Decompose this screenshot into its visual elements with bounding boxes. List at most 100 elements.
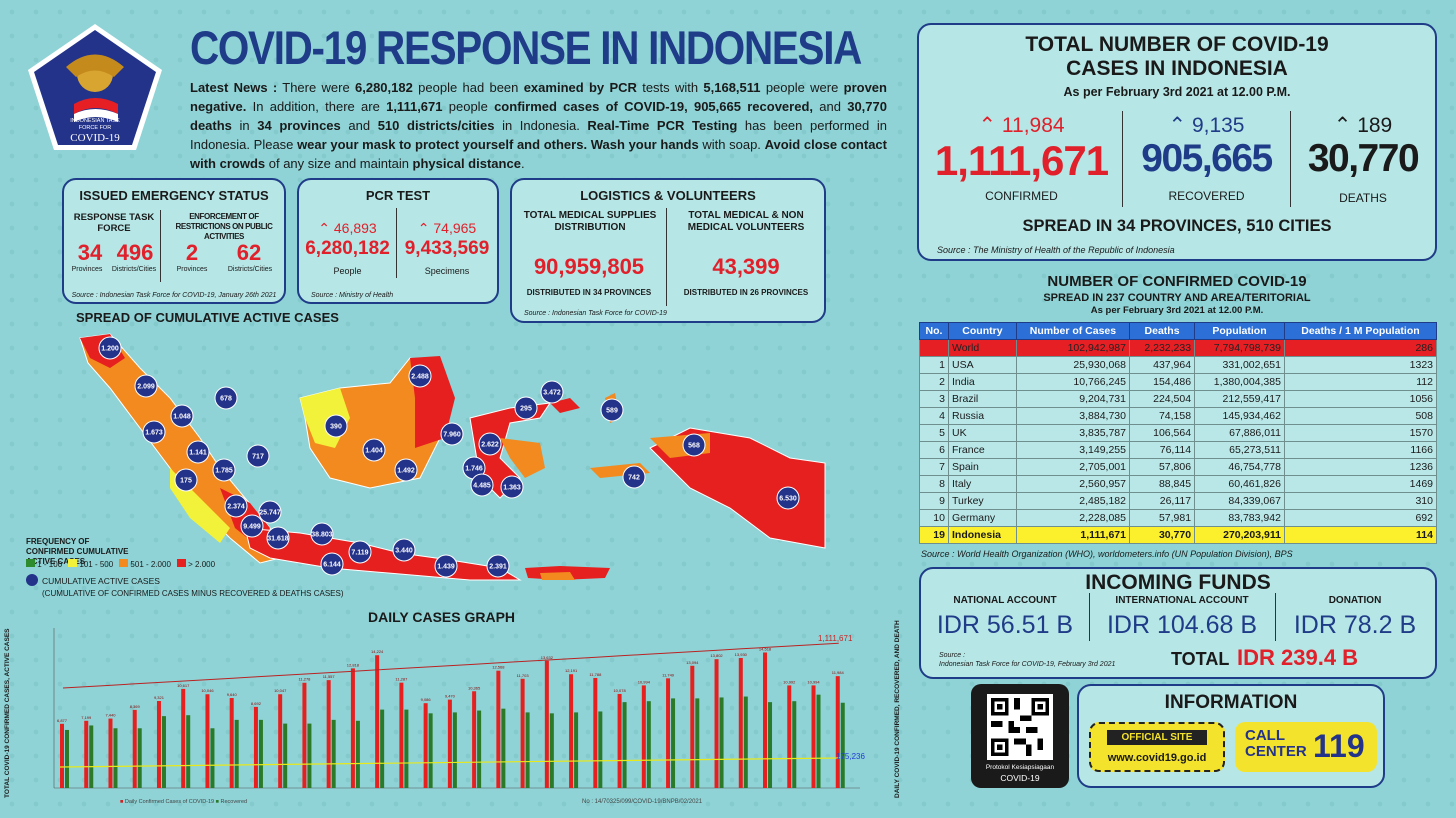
confirmed-increase-icon: ⌃ bbox=[978, 114, 997, 137]
recovered-bar bbox=[622, 702, 627, 788]
map-bubble-label: 9.499 bbox=[243, 524, 261, 531]
southeast-sulawesi-region bbox=[500, 438, 545, 478]
table-cell: 5 bbox=[919, 424, 949, 442]
logo-text: INDONESIAN TASK FORCE FOR COVID-19 bbox=[56, 118, 134, 144]
table-cell: 74,158 bbox=[1128, 407, 1196, 425]
table-cell: 57,806 bbox=[1128, 458, 1196, 476]
call-center-number: 119 bbox=[1313, 728, 1365, 764]
information-panel: INFORMATION OFFICIAL SITE www.covid19.go… bbox=[1077, 684, 1385, 788]
logo-line3: COVID-19 bbox=[70, 132, 120, 144]
confirmed-bar-label: 9,640 bbox=[227, 692, 238, 697]
qr-code-icon bbox=[987, 694, 1053, 760]
funds-source: Source : Indonesian Task Force for COVID… bbox=[939, 651, 1115, 669]
page-title: COVID-19 RESPONSE IN INDONESIA bbox=[190, 21, 862, 74]
indonesia-map: 1.200 2.099 678 1.048 1.673 1.141 717 175 1.785 2… bbox=[79, 333, 826, 581]
confirmed-bar bbox=[399, 682, 404, 788]
confirmed-bar-label: 11,287 bbox=[395, 677, 408, 682]
confirmed-bar bbox=[472, 691, 477, 788]
call-center-button[interactable]: CALL CENTER 119 bbox=[1235, 722, 1377, 772]
task-force-districts-value: 496 bbox=[116, 240, 154, 265]
map-bubble bbox=[622, 465, 646, 489]
confirmed-bar-label: 10,365 bbox=[468, 685, 481, 690]
qr-card[interactable]: Protokol Kesiapsiagaan COVID-19 bbox=[971, 684, 1069, 788]
confirmed-bar-label: 11,984 bbox=[832, 670, 845, 675]
recovered-bar bbox=[428, 713, 433, 788]
total-title: TOTAL NUMBER OF COVID-19 CASES IN INDONE… bbox=[919, 33, 1435, 81]
recovered-bar bbox=[210, 728, 215, 788]
confirmed-bar bbox=[738, 657, 743, 788]
recovered-bar bbox=[574, 712, 579, 788]
table-row: 4 Russia 3,884,730 74,158 145,934,462 508 bbox=[919, 407, 1438, 425]
restrictions-label: ENFORCEMENT OF RESTRICTIONS ON PUBLIC AC… bbox=[175, 212, 273, 241]
funds-source-label: Source : bbox=[939, 652, 966, 659]
confirmed-bar bbox=[496, 670, 501, 788]
spread-summary: SPREAD IN 34 PROVINCES, 510 CITIES bbox=[1022, 217, 1332, 235]
map-bubble bbox=[408, 364, 432, 388]
map-bubble-label: 38.803 bbox=[311, 532, 333, 539]
news-text: people bbox=[442, 99, 495, 114]
confirmed-bar-label: 12,191 bbox=[565, 668, 578, 673]
table-cell: Indonesia bbox=[947, 526, 1017, 544]
official-site-link[interactable]: OFFICIAL SITE www.covid19.go.id bbox=[1089, 722, 1225, 772]
map-bubble bbox=[240, 514, 264, 538]
qr-caption2: COVID-19 bbox=[1000, 773, 1040, 783]
legend-range-label: > 2.000 bbox=[188, 560, 216, 569]
map-bubble-label: 589 bbox=[606, 408, 618, 415]
pcr-specimens-label: Specimens bbox=[424, 266, 470, 276]
confirmed-bar-label: 12,818 bbox=[347, 662, 360, 667]
news-text: wear your mask to protect yourself and o… bbox=[297, 137, 699, 152]
table-cell: Brazil bbox=[947, 390, 1017, 408]
recovered-bar bbox=[549, 713, 554, 788]
logo-line2: FORCE FOR bbox=[78, 125, 112, 131]
volunteers-label: TOTAL MEDICAL & NON MEDICAL VOLUNTEERS bbox=[687, 210, 805, 233]
daily-legend: ■ Daily Confirmed Cases of COVID-19 ■ Re… bbox=[120, 799, 248, 805]
map-bubble-label: 1.363 bbox=[503, 485, 521, 492]
table-cell: 224,504 bbox=[1128, 390, 1196, 408]
map-bubble-label: 1.746 bbox=[465, 466, 483, 473]
confirmed-bar-label: 8,369 bbox=[130, 704, 141, 709]
map-bubble bbox=[324, 414, 348, 438]
recovered-increase-icon: ⌃ bbox=[1168, 114, 1187, 137]
world-source: Source : World Health Organization (WHO)… bbox=[921, 549, 1293, 559]
logistics-panel: LOGISTICS & VOLUNTEERS TOTAL MEDICAL SUP… bbox=[510, 178, 826, 323]
official-site-url: www.covid19.go.id bbox=[1107, 752, 1207, 764]
confirmed-bar-label: 7,199 bbox=[81, 715, 92, 720]
news-text: examined by PCR bbox=[523, 80, 637, 95]
table-cell: 270,203,911 bbox=[1194, 526, 1285, 544]
confirmed-bar-label: 11,278 bbox=[298, 677, 311, 682]
table-cell: 3 bbox=[919, 390, 949, 408]
confirmed-bar-label: 11,749 bbox=[662, 672, 675, 677]
information-title: INFORMATION bbox=[1164, 692, 1298, 713]
confirmed-bar bbox=[593, 677, 598, 788]
table-cell: 6 bbox=[919, 441, 949, 459]
table-row: 5 UK 3,835,787 106,564 67,886,011 1570 bbox=[919, 424, 1438, 442]
news-text: There were bbox=[277, 80, 355, 95]
deaths-value: 30,770 bbox=[1307, 137, 1420, 180]
map-bubble-label: 295 bbox=[520, 406, 532, 413]
table-row: 1 USA 25,930,068 437,964 331,002,651 1323 bbox=[919, 356, 1438, 374]
medical-supplies-label: TOTAL MEDICAL SUPPLIES DISTRIBUTION bbox=[523, 210, 657, 233]
news-deaths-count: 30,770 deaths bbox=[190, 99, 887, 133]
confirmed-bar bbox=[108, 718, 113, 788]
news-pcr-count: 6,280,182 bbox=[355, 80, 413, 95]
recovered-increase: 9,135 bbox=[1191, 114, 1245, 137]
map-bubble-label: 678 bbox=[220, 396, 232, 403]
deaths-increase: 189 bbox=[1357, 114, 1393, 137]
recovered-bar bbox=[283, 723, 288, 788]
map-bubble-label: 2.099 bbox=[137, 384, 155, 391]
table-cell: 2,485,182 bbox=[1015, 492, 1130, 510]
confirmed-bar-label: 7,440 bbox=[105, 713, 116, 718]
confirmed-bar-label: 14,518 bbox=[759, 646, 772, 651]
legend-range-label: 101 - 500 bbox=[79, 560, 114, 569]
map-bubble-label: 2.622 bbox=[481, 442, 499, 449]
table-cell: 60,461,826 bbox=[1194, 475, 1285, 493]
table-cell: 1,111,671 bbox=[1015, 526, 1130, 544]
map-bubble bbox=[600, 398, 624, 422]
table-cell: 10,766,245 bbox=[1015, 373, 1130, 391]
map-bubble bbox=[170, 404, 194, 428]
logistics-source: Source : Indonesian Task Force for COVID… bbox=[524, 310, 667, 317]
confirmed-bar-label: 10,994 bbox=[807, 679, 820, 684]
table-cell: 1236 bbox=[1283, 458, 1438, 476]
recovered-bar bbox=[331, 719, 336, 788]
map-bubble bbox=[310, 522, 334, 546]
